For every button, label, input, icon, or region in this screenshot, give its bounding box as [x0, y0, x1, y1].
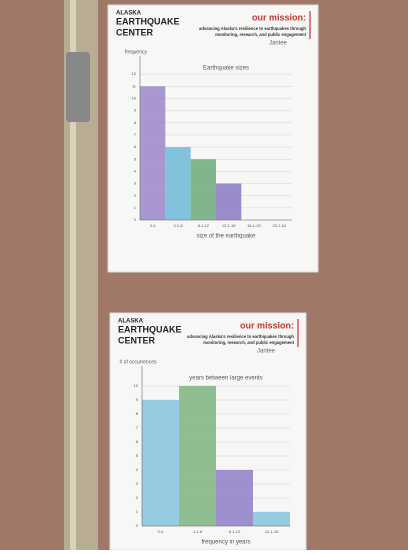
x-tick-label: 0-4 [150, 223, 157, 228]
author: Jantee [269, 41, 288, 47]
mission-text: advancing Alaska's resilience to earthqu… [187, 334, 294, 339]
y-axis-label: frequency [125, 49, 147, 55]
mission-text: monitoring, research, and public engagem… [203, 340, 294, 345]
x-tick-label: 16.1-20 [247, 223, 261, 228]
bar [216, 470, 253, 526]
bar [253, 512, 290, 526]
y-tick-label: 4 [134, 168, 137, 173]
y-tick-label: 11 [132, 83, 137, 88]
mission-title: our mission: [252, 12, 306, 22]
y-tick-label: 6 [134, 144, 137, 149]
x-tick-label: 4.1-8 [173, 223, 183, 228]
org-name: CENTER [116, 27, 154, 37]
y-tick-label: 2 [134, 193, 137, 198]
y-tick-label: 1 [134, 205, 137, 210]
y-tick-label: 7 [134, 132, 137, 137]
mission-title: our mission: [240, 320, 294, 330]
org-name: ALASKA [118, 319, 144, 325]
x-axis-label: frequency in years [201, 540, 250, 546]
y-tick-label: 8 [134, 120, 137, 125]
bar [165, 147, 191, 220]
x-tick-label: 4.1-8 [193, 529, 203, 534]
x-tick-label: 12.1-16 [265, 529, 279, 534]
x-tick-label: 12.1-16 [222, 223, 236, 228]
y-tick-label: 2 [136, 495, 139, 500]
x-tick-label: 8.1-12 [198, 223, 210, 228]
y-tick-label: 3 [136, 481, 139, 486]
y-tick-label: 8 [136, 411, 139, 416]
y-tick-label: 0 [136, 523, 139, 528]
bar [190, 159, 216, 220]
hinge [66, 52, 90, 122]
y-tick-label: 10 [134, 383, 139, 388]
y-tick-label: 5 [134, 156, 137, 161]
org-name: EARTHQUAKE [116, 16, 180, 26]
y-tick-label: 9 [136, 397, 139, 402]
y-tick-label: 7 [136, 425, 139, 430]
org-name: ALASKA [116, 11, 142, 17]
x-tick-label: 8.1-12 [229, 529, 241, 534]
bar [179, 386, 216, 526]
x-tick-label: 20.1-24 [273, 223, 287, 228]
mission-text: advancing Alaska's resilience to earthqu… [199, 26, 306, 31]
bar [140, 86, 166, 220]
bar [142, 400, 179, 526]
chart-title: Earthquake sizes [203, 66, 249, 72]
x-axis-label: size of the earthquake [196, 234, 256, 240]
y-tick-label: 1 [136, 509, 139, 514]
y-tick-label: 12 [132, 71, 137, 76]
y-tick-label: 6 [136, 439, 139, 444]
y-tick-label: 5 [136, 453, 139, 458]
org-name: EARTHQUAKE [118, 324, 182, 334]
y-axis-label: # of occurrences [120, 359, 157, 365]
y-tick-label: 10 [132, 96, 137, 101]
y-tick-label: 9 [134, 108, 137, 113]
y-tick-label: 3 [134, 181, 137, 186]
org-name: CENTER [118, 335, 156, 345]
mission-text: monitoring, research, and public engagem… [215, 32, 306, 37]
y-tick-label: 0 [134, 217, 137, 222]
y-tick-label: 4 [136, 467, 139, 472]
x-tick-label: 0-4 [158, 529, 165, 534]
bar [216, 183, 242, 220]
author: Jantee [257, 349, 276, 355]
door-frame-edge [70, 0, 76, 550]
chart-title: years between large events [189, 376, 262, 382]
